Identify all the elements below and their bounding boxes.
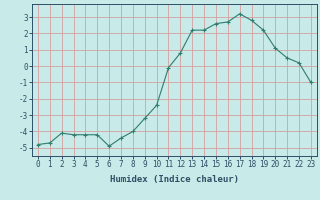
X-axis label: Humidex (Indice chaleur): Humidex (Indice chaleur) bbox=[110, 175, 239, 184]
